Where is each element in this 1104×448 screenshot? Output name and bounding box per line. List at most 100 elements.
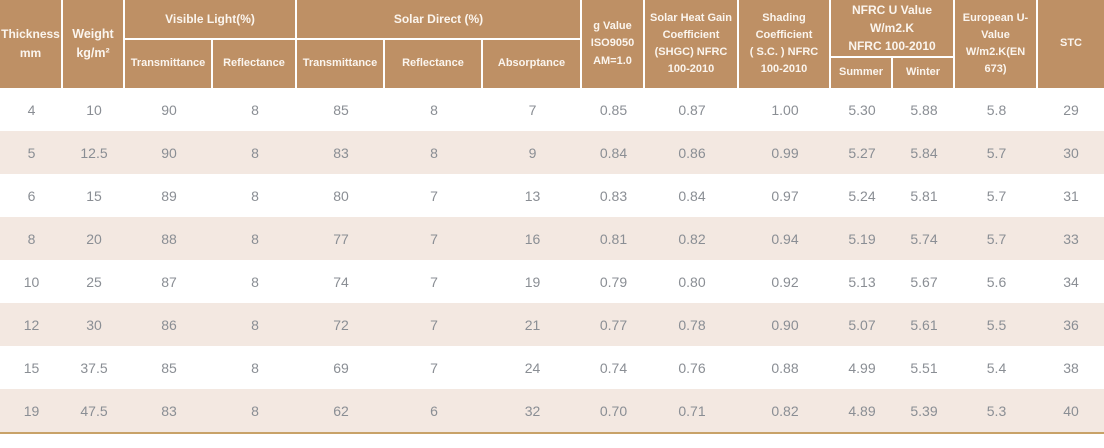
table-cell: 37.5 [80, 359, 108, 376]
table-cell: 5.81 [910, 187, 938, 204]
table-cell: 4.99 [848, 359, 876, 376]
table-cell: 7 [430, 316, 438, 333]
table-cell: 0.84 [599, 144, 628, 161]
table-cell: 5.61 [910, 316, 938, 333]
col-header-thickness: Thickness mm [0, 0, 63, 88]
table-cell: 5.74 [910, 230, 938, 247]
col-group-visible-light: Visible Light(%) Transmittance Reflectan… [125, 0, 297, 88]
col-header-sd-absorptance: Absorptance [483, 40, 580, 88]
table-cell: 8 [251, 101, 259, 118]
col-header-winter: Winter [893, 58, 953, 88]
table-cell: 34 [1063, 273, 1079, 290]
table-cell: 8 [251, 230, 259, 247]
table-cell: 13 [524, 187, 541, 204]
table-cell: 0.94 [771, 230, 799, 247]
table-cell: 19 [524, 273, 541, 290]
table-cell: 30 [1063, 144, 1079, 161]
table-cell: 7 [430, 273, 438, 290]
table-cell: 7 [430, 187, 438, 204]
table-cell: 31 [1063, 187, 1079, 204]
solar-direct-subheaders: Transmittance Reflectance Absorptance [297, 40, 580, 88]
table-cell: 0.87 [678, 101, 706, 118]
table-cell: 5.3 [986, 402, 1007, 419]
table-row: 10 25 87 8 74 7 19 0.79 0.80 0.92 5.13 5.67 5.6 34 [0, 260, 1104, 303]
table-cell: 21 [524, 316, 541, 333]
table-cell: 77 [333, 230, 349, 247]
table-cell: 47.5 [80, 402, 108, 419]
table-cell: 0.90 [771, 316, 799, 333]
table-cell: 8 [430, 101, 438, 118]
table-cell: 5.7 [986, 230, 1007, 247]
table-cell: 0.77 [599, 316, 628, 333]
table-cell: 10 [86, 101, 102, 118]
table-cell: 5 [27, 144, 36, 161]
table-cell: 32 [524, 402, 541, 419]
col-header-summer: Summer [831, 58, 893, 88]
table-cell: 4.89 [848, 402, 876, 419]
table-cell: 5.8 [986, 101, 1007, 118]
table-cell: 0.97 [771, 187, 799, 204]
col-header-stc: STC [1038, 0, 1104, 88]
table-cell: 36 [1063, 316, 1079, 333]
table-cell: 0.79 [599, 273, 628, 290]
table-cell: 89 [161, 187, 177, 204]
table-cell: 5.88 [910, 101, 938, 118]
table-cell: 0.71 [678, 402, 706, 419]
table-cell: 33 [1063, 230, 1079, 247]
table-row: 8 20 88 8 77 7 16 0.81 0.82 0.94 5.19 5.74 5.7 33 [0, 217, 1104, 260]
table-cell: 5.27 [848, 144, 876, 161]
table-cell: 7 [528, 101, 537, 118]
table-cell: 9 [528, 144, 537, 161]
table-header: Thickness mm Weight kg/m² Visible Light(… [0, 0, 1104, 88]
table-cell: 25 [86, 273, 102, 290]
table-cell: 0.84 [678, 187, 706, 204]
table-cell: 5.51 [910, 359, 938, 376]
table-cell: 12.5 [80, 144, 108, 161]
table-cell: 5.84 [910, 144, 938, 161]
table-cell: 0.82 [771, 402, 799, 419]
table-cell: 5.6 [986, 273, 1007, 290]
table-cell: 10 [23, 273, 40, 290]
table-cell: 74 [333, 273, 349, 290]
col-header-shading-coefficient: Shading Coefficient ( S.C. ) NFRC 100-20… [739, 0, 831, 88]
table-cell: 62 [333, 402, 349, 419]
table-cell: 0.83 [599, 187, 628, 204]
table-cell: 8 [430, 144, 438, 161]
col-header-visible-light: Visible Light(%) [125, 0, 295, 40]
col-header-nfrc-u-value: NFRC U Value W/m2.K NFRC 100-2010 [831, 0, 953, 58]
table-cell: 0.80 [678, 273, 706, 290]
table-cell: 15 [23, 359, 40, 376]
table-cell: 80 [333, 187, 349, 204]
table-cell: 40 [1063, 402, 1079, 419]
table-cell: 6 [27, 187, 36, 204]
table-cell: 15 [86, 187, 102, 204]
table-cell: 0.88 [771, 359, 799, 376]
table-cell: 69 [333, 359, 349, 376]
table-cell: 8 [251, 144, 259, 161]
table-cell: 8 [251, 187, 259, 204]
col-header-weight: Weight kg/m² [63, 0, 125, 88]
visible-light-subheaders: Transmittance Reflectance [125, 40, 295, 88]
table-cell: 5.5 [986, 316, 1007, 333]
table-cell: 30 [86, 316, 102, 333]
table-cell: 5.13 [848, 273, 876, 290]
table-cell: 0.82 [678, 230, 706, 247]
table-cell: 1.00 [771, 101, 799, 118]
table-cell: 12 [23, 316, 40, 333]
table-cell: 5.30 [848, 101, 876, 118]
table-cell: 87 [161, 273, 177, 290]
table-cell: 5.4 [986, 359, 1007, 376]
table-row: 5 12.5 90 8 83 8 9 0.84 0.86 0.99 5.27 5.84 5.7 30 [0, 131, 1104, 174]
table-cell: 83 [161, 402, 177, 419]
table-cell: 19 [23, 402, 40, 419]
table-cell: 7 [430, 230, 438, 247]
table-cell: 0.70 [599, 402, 628, 419]
col-header-solar-direct: Solar Direct (%) [297, 0, 580, 40]
table-cell: 90 [161, 101, 177, 118]
table-cell: 8 [251, 402, 259, 419]
table-cell: 0.99 [771, 144, 799, 161]
table-row: 6 15 89 8 80 7 13 0.83 0.84 0.97 5.24 5.81 5.7 31 [0, 174, 1104, 217]
table-cell: 85 [161, 359, 177, 376]
table-cell: 0.92 [771, 273, 799, 290]
nfrc-subheaders: Summer Winter [831, 58, 953, 88]
